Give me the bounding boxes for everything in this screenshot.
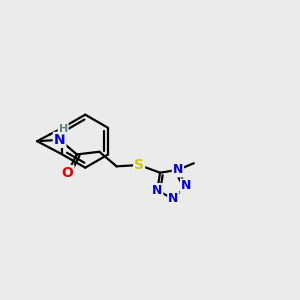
- Text: N: N: [152, 184, 162, 197]
- Text: N: N: [181, 179, 191, 193]
- Text: S: S: [134, 158, 144, 172]
- Text: H: H: [58, 124, 68, 134]
- Text: O: O: [61, 166, 74, 180]
- Text: N: N: [173, 164, 183, 176]
- Text: N: N: [168, 192, 178, 205]
- Text: N: N: [54, 133, 65, 147]
